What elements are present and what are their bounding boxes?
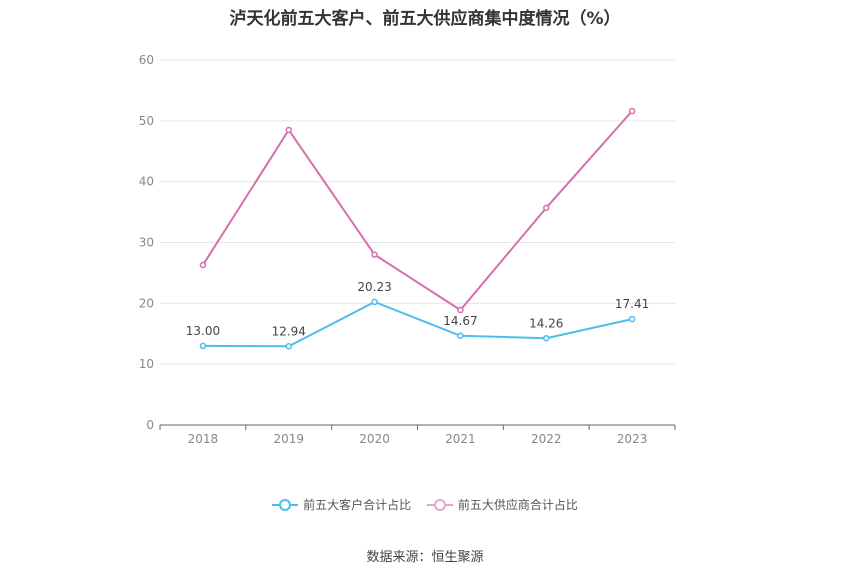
data-label-customers-2018: 13.00 [186, 324, 220, 338]
data-point-suppliers-2021[interactable] [457, 306, 464, 314]
legend: 前五大客户合计占比 前五大供应商合计占比 [0, 496, 850, 515]
y-tick-label-3: 30 [139, 236, 154, 250]
x-tick-label-2018: 2018 [188, 432, 219, 446]
legend-item-customers[interactable]: 前五大客户合计占比 [272, 496, 411, 513]
data-point-customers-2023[interactable] [628, 315, 636, 323]
data-source: 数据来源：恒生聚源 [366, 550, 484, 565]
chart-title: 泸天化前五大客户、前五大供应商集中度情况（%） [229, 9, 621, 29]
y-tick-label-1: 10 [139, 357, 154, 371]
series-line-suppliers [202, 110, 633, 312]
legend-label-customers: 前五大客户合计占比 [303, 498, 412, 512]
data-point-suppliers-2023[interactable] [628, 107, 636, 115]
y-tick-label-0: 0 [146, 418, 154, 432]
y-tick-label-4: 40 [139, 175, 154, 189]
data-point-suppliers-2020[interactable] [371, 251, 378, 258]
data-point-customers-2019[interactable] [285, 343, 292, 350]
series-line-customers [202, 300, 633, 348]
data-label-customers-2020: 20.23 [357, 280, 391, 294]
y-tick-label-6: 60 [139, 53, 154, 67]
data-point-customers-2018[interactable] [199, 342, 207, 350]
data-point-suppliers-2022[interactable] [543, 204, 550, 212]
data-label-customers-2023: 17.41 [615, 297, 649, 311]
data-label-customers-2022: 14.26 [529, 316, 563, 330]
x-tick-label-2019: 2019 [273, 432, 304, 446]
legend-label-suppliers: 前五大供应商合计占比 [457, 498, 578, 512]
data-point-customers-2021[interactable] [457, 332, 464, 340]
legend-marker-suppliers-icon [426, 498, 453, 511]
x-tick-label-2022: 2022 [531, 432, 562, 446]
data-label-customers-2019: 12.94 [272, 324, 306, 338]
data-point-customers-2020[interactable] [371, 298, 378, 306]
x-tick-label-2021: 2021 [445, 432, 476, 446]
x-tick-label-2023: 2023 [617, 432, 648, 446]
x-tick-label-2020: 2020 [359, 432, 390, 446]
data-point-suppliers-2019[interactable] [285, 126, 292, 134]
data-label-customers-2021: 14.67 [443, 314, 477, 328]
y-tick-label-5: 50 [139, 114, 154, 128]
legend-marker-customers-icon [272, 498, 299, 511]
legend-item-suppliers[interactable]: 前五大供应商合计占比 [426, 496, 578, 513]
data-point-suppliers-2018[interactable] [199, 261, 207, 269]
y-tick-label-2: 20 [139, 296, 154, 310]
data-point-customers-2022[interactable] [543, 335, 550, 342]
